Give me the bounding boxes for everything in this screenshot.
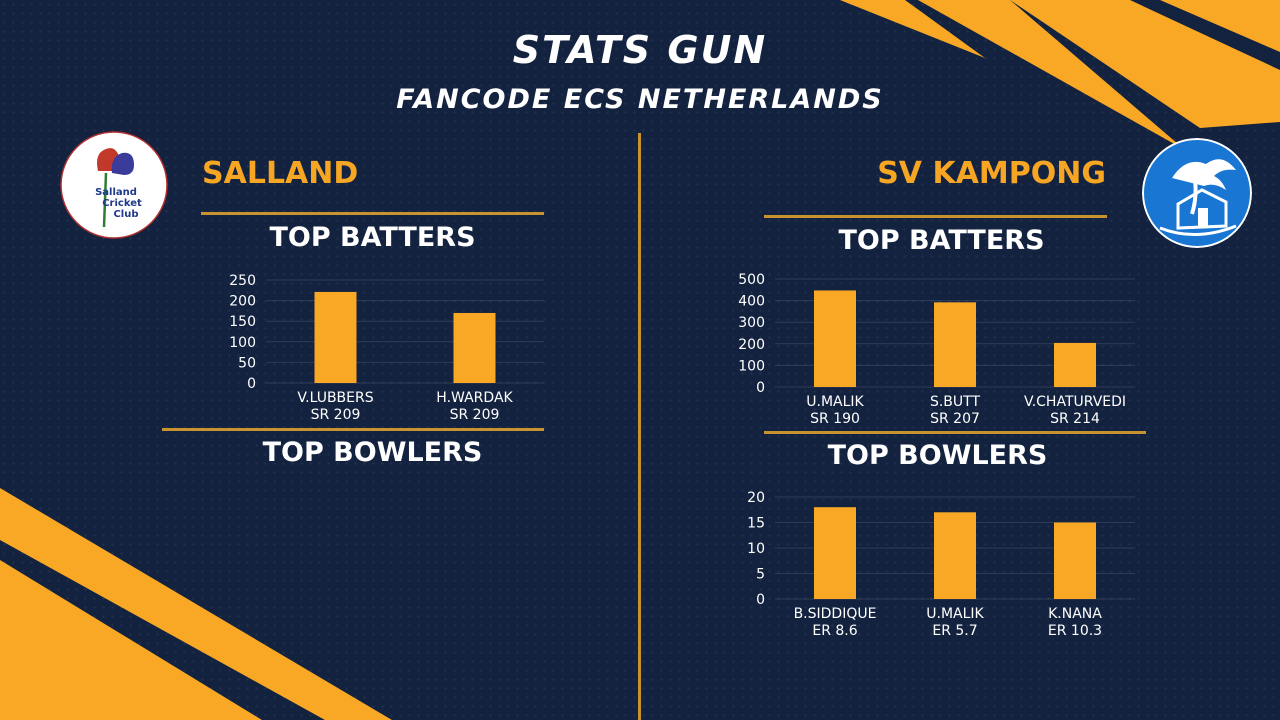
heading-top-bowlers-right: TOP BOWLERS xyxy=(827,440,1048,471)
rule-left-bottom xyxy=(162,428,544,431)
y-tick-label: 10 xyxy=(747,541,765,557)
y-tick-label: 100 xyxy=(738,358,765,374)
rule-right-top xyxy=(764,215,1107,218)
salland-logo-word-1: Salland xyxy=(95,187,137,198)
bar-v-lubbers xyxy=(314,291,357,383)
bar-b-siddique xyxy=(814,507,856,599)
x-category-label: B.SIDDIQUE xyxy=(794,606,877,622)
page-subtitle: FANCODE ECS NETHERLANDS xyxy=(396,84,884,115)
x-sublabel: ER 10.3 xyxy=(1048,623,1102,639)
salland-logo-word-2: Cricket xyxy=(102,198,142,209)
streak-top-2 xyxy=(918,0,1185,150)
y-tick-label: 500 xyxy=(738,272,765,288)
x-sublabel: ER 8.6 xyxy=(812,623,857,639)
y-tick-label: 50 xyxy=(238,355,256,371)
y-tick-label: 250 xyxy=(229,273,256,289)
y-tick-label: 100 xyxy=(229,335,256,351)
heading-top-bowlers-left: TOP BOWLERS xyxy=(262,437,483,468)
x-sublabel: SR 209 xyxy=(311,407,361,423)
bar-u-malik xyxy=(934,512,976,599)
x-category-label: H.WARDAK xyxy=(436,390,513,406)
kampong-logo xyxy=(1142,138,1252,248)
streak-top-1 xyxy=(840,0,985,58)
bar-h-wardak xyxy=(453,312,496,383)
rule-left-top xyxy=(201,212,544,215)
center-divider xyxy=(638,133,641,720)
page-title: STATS GUN xyxy=(512,28,768,72)
x-category-label: V.CHATURVEDI xyxy=(1024,394,1126,410)
streak-top-4 xyxy=(1130,0,1280,70)
y-tick-label: 400 xyxy=(738,294,765,310)
y-tick-label: 200 xyxy=(738,337,765,353)
streak-bottom-2 xyxy=(0,560,262,720)
bar-u-malik xyxy=(814,290,856,387)
streak-bottom-1 xyxy=(0,488,392,720)
team-name-left: SALLAND xyxy=(202,156,359,191)
y-tick-label: 150 xyxy=(229,314,256,330)
bar-v-chaturvedi xyxy=(1054,342,1096,387)
kampong-logo-art xyxy=(1142,138,1252,248)
bar-s-butt xyxy=(934,302,976,387)
salland-logo-word-3: Club xyxy=(113,209,138,220)
y-tick-label: 0 xyxy=(756,592,765,608)
x-category-label: U.MALIK xyxy=(806,394,864,410)
x-category-label: U.MALIK xyxy=(926,606,984,622)
x-category-label: S.BUTT xyxy=(930,394,980,410)
y-tick-label: 15 xyxy=(747,516,765,532)
y-tick-label: 5 xyxy=(756,567,765,583)
x-sublabel: SR 214 xyxy=(1050,411,1100,427)
x-sublabel: SR 207 xyxy=(930,411,980,427)
y-tick-label: 0 xyxy=(247,376,256,392)
x-sublabel: SR 209 xyxy=(450,407,500,423)
x-sublabel: ER 5.7 xyxy=(932,623,977,639)
rule-right-bottom xyxy=(764,431,1146,434)
team-name-right: SV KAMPONG xyxy=(877,156,1106,191)
salland-logo-art: Salland Cricket Club xyxy=(60,131,168,239)
x-sublabel: SR 190 xyxy=(810,411,860,427)
salland-logo: Salland Cricket Club xyxy=(60,131,168,239)
x-category-label: V.LUBBERS xyxy=(297,390,373,406)
x-category-label: K.NANA xyxy=(1048,606,1102,622)
heading-top-batters-right: TOP BATTERS xyxy=(838,225,1045,256)
y-tick-label: 20 xyxy=(747,490,765,506)
y-tick-label: 200 xyxy=(229,294,256,310)
y-tick-label: 0 xyxy=(756,380,765,396)
bar-k-nana xyxy=(1054,522,1096,599)
heading-top-batters-left: TOP BATTERS xyxy=(269,222,476,253)
y-tick-label: 300 xyxy=(738,315,765,331)
